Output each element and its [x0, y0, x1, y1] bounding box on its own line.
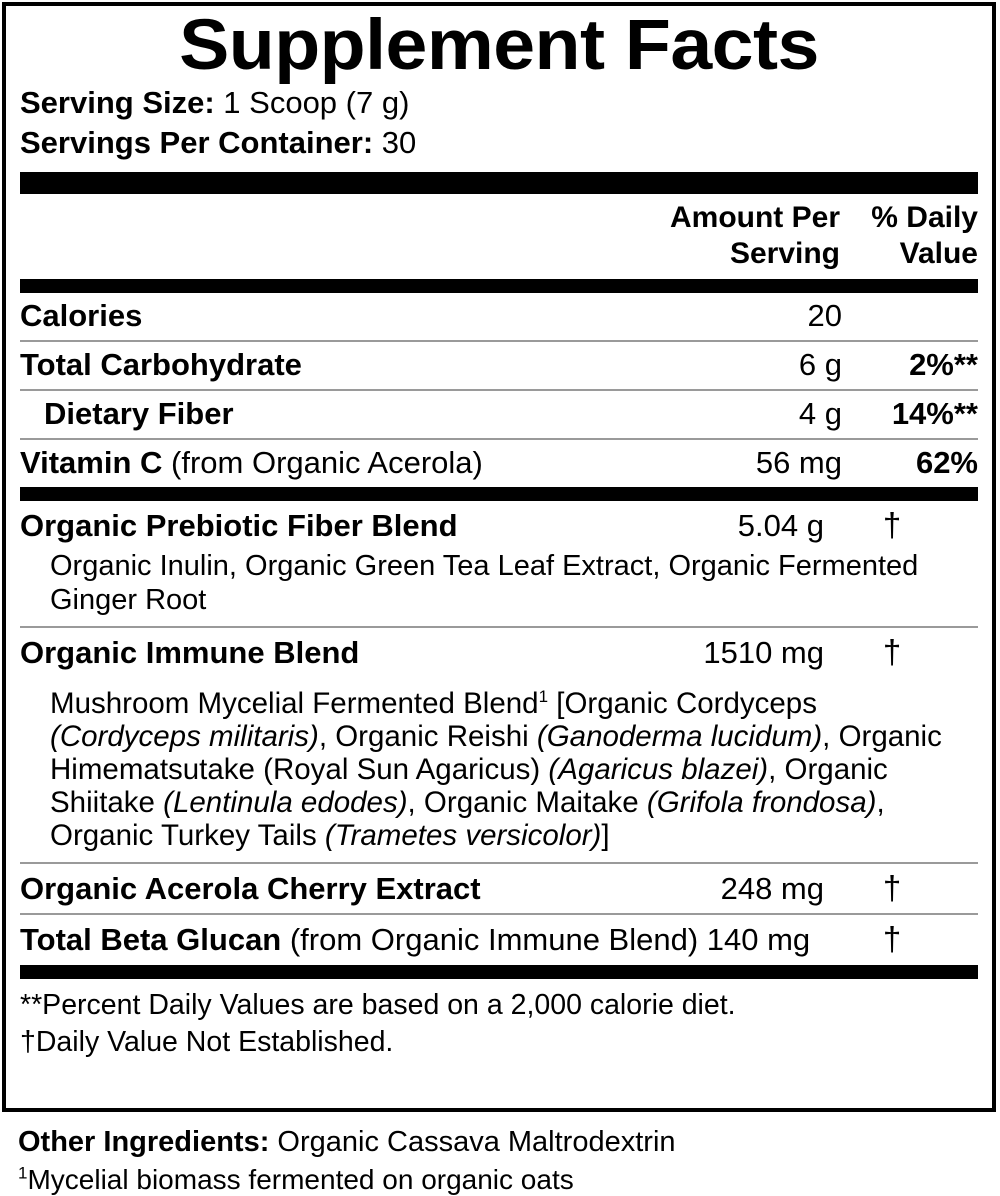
mushroom-latin-name: (Trametes versicolor) — [324, 819, 602, 853]
vitamin-c-name: Vitamin C (from Organic Acerola) — [20, 445, 656, 481]
amount-per-serving-header-line1: Amount Per — [669, 200, 840, 234]
amount-per-serving-header-line2: Serving — [729, 237, 840, 271]
divider-hairline — [20, 862, 978, 865]
mushroom-blend-superscript: 1 — [538, 687, 549, 707]
beta-glucan-name: Total Beta Glucan (from Organic Immune B… — [20, 922, 824, 958]
mushroom-connector-text: , Organic Himematsutake (Royal Sun Agari… — [50, 720, 942, 787]
footnote-percent-daily-value: **Percent Daily Values are based on a 2,… — [20, 988, 736, 1021]
beta-glucan-name-source: (from Organic Immune Blend) 140 mg — [281, 922, 811, 958]
mycelial-footnote-line: 1Mycelial biomass fermented on organic o… — [18, 1162, 978, 1196]
mushroom-latin-name: (Lentinula edodes) — [163, 786, 408, 820]
divider-hairline — [20, 339, 978, 342]
mushroom-connector-text: , Organic Turkey Tails — [50, 786, 885, 853]
footnote-dagger: †Daily Value Not Established. — [20, 1025, 394, 1058]
mushroom-connector-text: , Organic Reishi — [318, 720, 537, 753]
mushroom-connector-text: , Organic Maitake — [407, 786, 647, 820]
immune-blend-dv: † — [882, 632, 902, 670]
table-row-acerola: Organic Acerola Cherry Extract 248 mg † — [20, 864, 978, 913]
beta-glucan-name-bold: Total Beta Glucan — [20, 922, 282, 958]
table-row-immune-blend: Organic Immune Blend 1510 mg † — [20, 628, 978, 677]
prebiotic-blend-amount: 5.04 g — [737, 507, 824, 543]
mushroom-connector-text: ] — [601, 819, 610, 853]
acerola-dv: † — [882, 869, 902, 907]
dietary-fiber-amount: 4 g — [798, 395, 842, 431]
divider-hairline — [20, 388, 978, 391]
table-row-total-carbohydrate: Total Carbohydrate 6 g 2%** — [20, 342, 978, 389]
mushroom-latin-name: (Grifola frondosa) — [646, 786, 877, 820]
other-ingredients-value: Organic Cassava Maltrodextrin — [269, 1126, 676, 1158]
servings-per-container-label: Servings Per Container: — [20, 125, 374, 161]
mushroom-blend-intro: Mushroom Mycelial Fermented Blend — [50, 686, 539, 720]
divider-mid-headers — [20, 278, 978, 293]
divider-thick-top — [20, 171, 978, 194]
column-headers: Amount Per Serving % Daily Value — [20, 194, 978, 279]
total-carbohydrate-amount: 6 g — [798, 346, 842, 382]
table-row-calories: Calories 20 — [20, 293, 978, 340]
page-title: Supplement Facts — [179, 6, 819, 85]
mushroom-latin-name: (Agaricus blazei) — [548, 753, 769, 787]
table-row-dietary-fiber: Dietary Fiber 4 g 14%** — [20, 391, 978, 438]
total-carbohydrate-name: Total Carbohydrate — [20, 346, 302, 382]
mushroom-blend-open: [Organic Cordyceps — [548, 686, 817, 720]
table-row-vitamin-c: Vitamin C (from Organic Acerola) 56 mg 6… — [20, 440, 978, 487]
prebiotic-blend-ingredients: Organic Inulin, Organic Green Tea Leaf E… — [50, 549, 919, 616]
mycelial-footnote-text: Mycelial biomass fermented on organic oa… — [27, 1163, 574, 1195]
prebiotic-blend-dv: † — [882, 505, 902, 543]
table-row-beta-glucan: Total Beta Glucan (from Organic Immune B… — [20, 915, 978, 964]
other-ingredients-section: Other Ingredients: Organic Cassava Maltr… — [18, 1124, 978, 1196]
dietary-fiber-dv: 14%** — [891, 395, 978, 431]
vitamin-c-dv: 62% — [915, 444, 978, 480]
daily-value-header: % Daily Value — [840, 200, 978, 273]
divider-hairline — [20, 437, 978, 440]
beta-glucan-dv: † — [882, 920, 902, 958]
acerola-amount: 248 mg — [720, 871, 824, 907]
daily-value-header-line2: Value — [899, 237, 978, 271]
serving-size-line: Serving Size: 1 Scoop (7 g) — [20, 83, 978, 123]
mushroom-species-list: (Cordyceps militaris), Organic Reishi (G… — [50, 720, 942, 852]
vitamin-c-amount: 56 mg — [755, 444, 842, 480]
supplement-facts-panel: Supplement Facts Serving Size: 1 Scoop (… — [2, 2, 996, 1112]
footnotes: **Percent Daily Values are based on a 2,… — [20, 979, 978, 1061]
other-ingredients-line: Other Ingredients: Organic Cassava Maltr… — [18, 1124, 978, 1162]
calories-name: Calories — [20, 297, 143, 333]
immune-blend-name: Organic Immune Blend — [20, 634, 360, 670]
serving-size-value: 1 Scoop (7 g) — [214, 85, 410, 120]
dietary-fiber-name: Dietary Fiber — [44, 395, 234, 431]
mycelial-footnote-superscript: 1 — [18, 1163, 28, 1183]
table-row-prebiotic-blend: Organic Prebiotic Fiber Blend 5.04 g † — [20, 501, 978, 550]
servings-per-container-value: 30 — [373, 125, 417, 161]
servings-per-container-line: Servings Per Container: 30 — [20, 123, 978, 163]
mushroom-connector-text: , Organic Shiitake — [50, 753, 888, 820]
divider-hairline — [20, 625, 978, 628]
mushroom-latin-name: (Cordyceps militaris) — [50, 720, 319, 753]
divider-mid-blends — [20, 486, 978, 501]
total-carbohydrate-dv: 2%** — [909, 346, 978, 382]
acerola-name: Organic Acerola Cherry Extract — [20, 871, 481, 907]
immune-blend-ingredients: Mushroom Mycelial Fermented Blend1 [Orga… — [20, 677, 978, 862]
amount-per-serving-header: Amount Per Serving — [650, 200, 840, 273]
prebiotic-blend-name: Organic Prebiotic Fiber Blend — [20, 507, 458, 543]
divider-hairline — [20, 913, 978, 916]
daily-value-header-line1: % Daily — [871, 200, 978, 234]
serving-size-label: Serving Size: — [20, 85, 215, 120]
mushroom-latin-name: (Ganoderma lucidum) — [536, 720, 823, 753]
other-ingredients-label: Other Ingredients: — [18, 1126, 270, 1158]
calories-amount: 20 — [807, 297, 842, 333]
immune-blend-amount: 1510 mg — [703, 634, 824, 670]
vitamin-c-name-bold: Vitamin C — [20, 444, 163, 480]
divider-mid-footnotes — [20, 964, 978, 979]
vitamin-c-name-source: (from Organic Acerola) — [162, 444, 483, 480]
